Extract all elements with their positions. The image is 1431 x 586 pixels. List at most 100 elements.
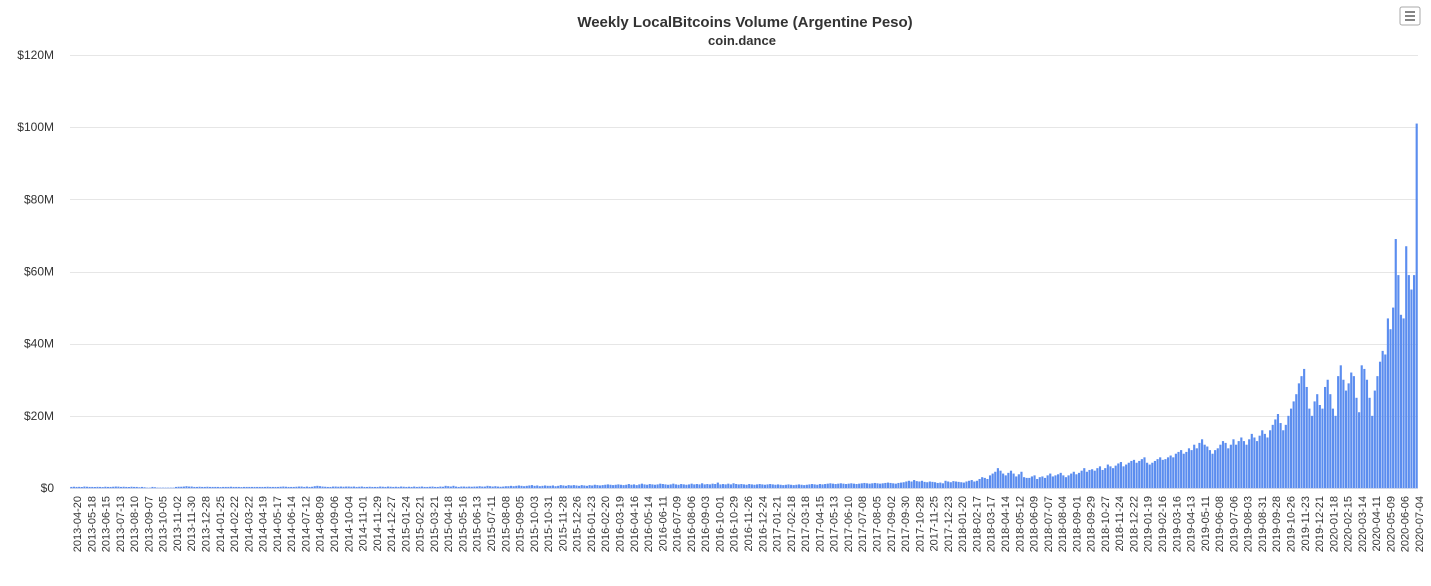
bar bbox=[816, 484, 819, 488]
bar bbox=[1219, 444, 1222, 488]
y-tick-label: $40M bbox=[24, 337, 54, 351]
x-tick-label: 2015-01-24 bbox=[400, 496, 412, 552]
bar bbox=[578, 485, 581, 488]
bar bbox=[612, 485, 615, 488]
bar bbox=[748, 484, 751, 488]
bar bbox=[711, 483, 714, 488]
bar bbox=[1206, 446, 1209, 488]
y-tick-label: $120M bbox=[17, 48, 54, 62]
x-tick-label: 2014-11-01 bbox=[358, 496, 370, 551]
bar bbox=[638, 484, 641, 488]
bar bbox=[232, 486, 235, 488]
x-tick-label: 2020-05-09 bbox=[1385, 496, 1397, 552]
bar bbox=[156, 487, 159, 489]
bar bbox=[968, 480, 971, 488]
bar bbox=[415, 486, 418, 488]
bar bbox=[774, 484, 777, 488]
bar bbox=[127, 486, 130, 488]
bar bbox=[193, 486, 196, 488]
bar bbox=[206, 486, 209, 488]
x-tick-label: 2016-10-29 bbox=[729, 496, 741, 552]
bar bbox=[1392, 307, 1395, 488]
bar bbox=[1208, 450, 1211, 488]
bar bbox=[1182, 453, 1185, 488]
x-tick-label: 2018-01-20 bbox=[957, 496, 969, 552]
bar bbox=[1080, 470, 1083, 488]
bar bbox=[324, 486, 327, 488]
bar bbox=[575, 485, 578, 488]
bar bbox=[229, 486, 233, 488]
x-tick-label: 2019-07-06 bbox=[1228, 496, 1240, 552]
bar bbox=[444, 485, 447, 488]
bar bbox=[1017, 474, 1020, 488]
bar bbox=[106, 486, 110, 488]
bar bbox=[253, 486, 256, 488]
bar bbox=[800, 484, 803, 488]
bar bbox=[845, 484, 848, 488]
bar bbox=[198, 486, 201, 488]
x-tick-label: 2014-09-06 bbox=[329, 496, 341, 552]
bar bbox=[994, 471, 997, 488]
x-axis-labels: 2013-04-20 2013-05-18 2013-06-15 2013-07-13… bbox=[72, 496, 1426, 552]
x-tick-label: 2016-11-26 bbox=[743, 496, 755, 551]
bar bbox=[1258, 435, 1261, 488]
bar bbox=[810, 484, 814, 488]
y-tick-label: $20M bbox=[24, 409, 54, 423]
bar bbox=[923, 481, 926, 488]
bar bbox=[418, 486, 421, 488]
bar bbox=[1282, 430, 1285, 488]
bar bbox=[701, 483, 704, 488]
chart-menu-button[interactable] bbox=[1399, 6, 1421, 26]
x-tick-label: 2013-04-20 bbox=[72, 496, 84, 552]
bar bbox=[881, 483, 884, 488]
bar bbox=[690, 483, 693, 488]
x-tick-label: 2013-06-15 bbox=[101, 496, 113, 552]
bar bbox=[834, 484, 837, 488]
bar bbox=[1292, 401, 1295, 488]
bar bbox=[1140, 459, 1143, 488]
bar bbox=[1287, 415, 1290, 488]
bar bbox=[839, 483, 842, 488]
bar bbox=[695, 484, 698, 488]
bar bbox=[776, 484, 780, 488]
bar bbox=[512, 486, 515, 488]
bar bbox=[1153, 460, 1157, 488]
bar bbox=[1397, 275, 1400, 488]
x-tick-label: 2013-12-28 bbox=[201, 496, 213, 552]
bar bbox=[1159, 457, 1162, 488]
bar bbox=[397, 486, 400, 488]
bar bbox=[1020, 471, 1023, 488]
bar bbox=[562, 485, 565, 488]
hamburger-menu-icon bbox=[1405, 11, 1415, 21]
bar bbox=[598, 485, 602, 488]
bar bbox=[1091, 469, 1094, 488]
bar bbox=[78, 486, 81, 488]
bar bbox=[1371, 415, 1374, 488]
bar bbox=[1214, 450, 1217, 488]
x-tick-label: 2013-11-02 bbox=[172, 496, 184, 551]
bar bbox=[625, 484, 628, 488]
bar bbox=[303, 486, 306, 488]
bar bbox=[70, 486, 73, 488]
bar bbox=[983, 477, 986, 488]
bar bbox=[721, 484, 725, 488]
bar bbox=[1002, 473, 1005, 488]
bar bbox=[593, 484, 596, 488]
bar bbox=[167, 487, 170, 489]
bar bbox=[441, 486, 445, 488]
bar bbox=[250, 486, 253, 488]
bar bbox=[1227, 448, 1230, 488]
bar bbox=[426, 486, 429, 488]
bar bbox=[219, 487, 222, 488]
bar bbox=[570, 485, 573, 488]
bar bbox=[769, 484, 772, 488]
bar bbox=[635, 485, 638, 488]
bar bbox=[572, 485, 575, 488]
bar bbox=[1180, 450, 1183, 488]
bar bbox=[1077, 472, 1081, 488]
bar bbox=[1378, 361, 1382, 488]
bar bbox=[337, 486, 340, 488]
bar bbox=[360, 486, 363, 488]
bar bbox=[1015, 476, 1018, 488]
